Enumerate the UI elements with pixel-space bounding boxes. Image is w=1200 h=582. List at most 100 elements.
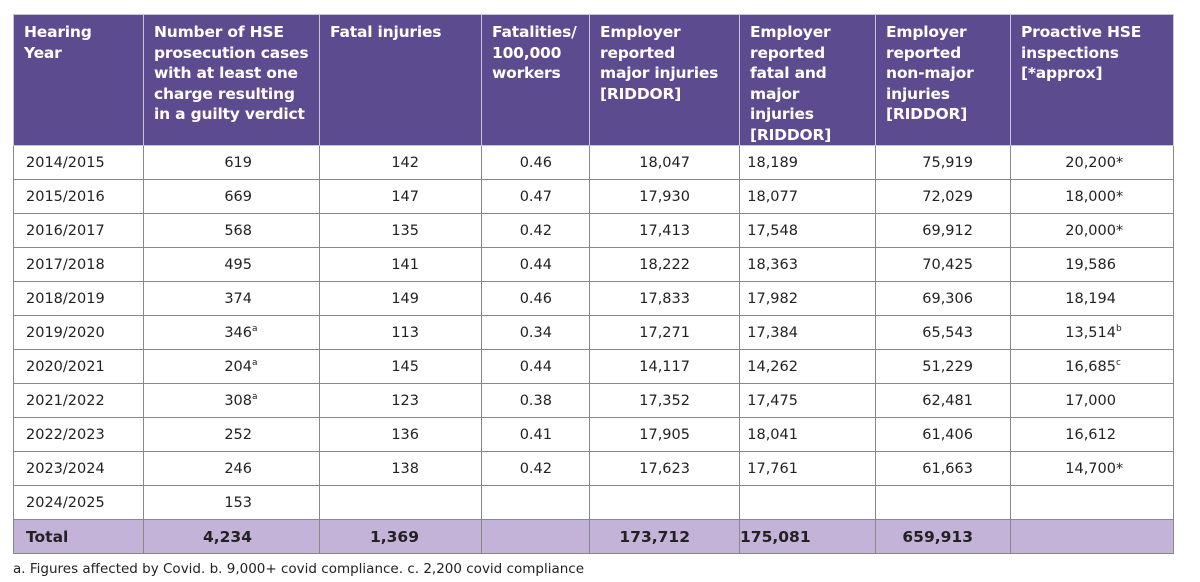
cell-value: 619 xyxy=(224,154,252,171)
cell-value: 0.44 xyxy=(519,358,552,375)
cell-value: 2018/2019 xyxy=(26,290,105,307)
year-cell: 2023/2024 xyxy=(13,451,144,486)
cell-value: 18,189 xyxy=(747,154,798,171)
cell-value: 17,413 xyxy=(639,222,690,239)
col-header-inspections: Proactive HSE inspections [*approx] xyxy=(1010,14,1174,146)
col-header-fatal: Fatal injuries xyxy=(319,14,482,146)
col-header-rate: Fatalities/ 100,000 workers xyxy=(481,14,590,146)
year-cell: 2017/2018 xyxy=(13,247,144,282)
cell-value: 0.47 xyxy=(519,188,552,205)
year-cell: 2014/2015 xyxy=(13,145,144,180)
inspections-cell: 16,685c xyxy=(1010,349,1174,384)
cell-value: 153 xyxy=(224,494,252,511)
footnote: a. Figures affected by Covid. b. 9,000+ … xyxy=(13,561,585,577)
cases-cell: 153 xyxy=(143,485,320,520)
total-fatal-major: 175,081 xyxy=(739,519,876,554)
cell-value: 17,930 xyxy=(639,188,690,205)
non-major-cell: 75,919 xyxy=(875,145,1011,180)
cell-value: 18,222 xyxy=(639,256,690,273)
cell-value: 17,905 xyxy=(639,426,690,443)
cell-value: 18,077 xyxy=(747,188,798,205)
fatal-cell: 147 xyxy=(319,179,482,214)
cell-value: 0.46 xyxy=(519,290,552,307)
year-cell: 2019/2020 xyxy=(13,315,144,350)
non-major-cell: 69,912 xyxy=(875,213,1011,248)
total-fatal: 1,369 xyxy=(319,519,482,554)
non-major-cell: 65,543 xyxy=(875,315,1011,350)
non-major-cell: 61,406 xyxy=(875,417,1011,452)
cell-value: 246 xyxy=(224,460,252,477)
cell-value: 75,919 xyxy=(922,154,973,171)
non-major-cell: 72,029 xyxy=(875,179,1011,214)
inspections-cell: 17,000 xyxy=(1010,383,1174,418)
table-row: 2021/2022 308a 123 0.38 17,352 17,475 62,481 17… xyxy=(13,383,1174,418)
cell-value: 17,271 xyxy=(639,324,690,341)
cell-value: 17,623 xyxy=(639,460,690,477)
col-header-major: Employer reported major injuries [RIDDOR… xyxy=(589,14,740,146)
cell-value: 142 xyxy=(391,154,419,171)
inspections-cell: 13,514b xyxy=(1010,315,1174,350)
non-major-cell xyxy=(875,485,1011,520)
table-row: 2017/2018 495 141 0.44 18,222 18,363 70,425 19,… xyxy=(13,247,1174,282)
fatal-major-cell: 18,189 xyxy=(739,145,876,180)
major-cell xyxy=(589,485,740,520)
hse-statistics-table: Hearing Year Number of HSE prosecution c… xyxy=(13,14,1174,554)
cell-value: 2015/2016 xyxy=(26,188,105,205)
header-row: Hearing Year Number of HSE prosecution c… xyxy=(13,14,1174,146)
fatal-cell: 145 xyxy=(319,349,482,384)
major-cell: 17,271 xyxy=(589,315,740,350)
cell-value: 252 xyxy=(224,426,252,443)
cases-cell: 495 xyxy=(143,247,320,282)
total-rate xyxy=(481,519,590,554)
year-cell: 2018/2019 xyxy=(13,281,144,316)
cell-value: 65,543 xyxy=(922,324,973,341)
cell-value: 2024/2025 xyxy=(26,494,105,511)
cell-value: 0.42 xyxy=(519,222,552,239)
major-cell: 17,905 xyxy=(589,417,740,452)
cell-value: 0.42 xyxy=(519,460,552,477)
rate-cell: 0.34 xyxy=(481,315,590,350)
fatal-major-cell: 18,077 xyxy=(739,179,876,214)
fatal-major-cell: 17,384 xyxy=(739,315,876,350)
rate-cell: 0.46 xyxy=(481,145,590,180)
cell-value: 69,912 xyxy=(922,222,973,239)
table-row: 2014/2015 619 142 0.46 18,047 18,189 75,919 20,… xyxy=(13,145,1174,180)
cell-value: 18,047 xyxy=(639,154,690,171)
cell-value: 123 xyxy=(391,392,419,409)
cell-value: 147 xyxy=(391,188,419,205)
year-cell: 2022/2023 xyxy=(13,417,144,452)
cell-value: 2020/2021 xyxy=(26,358,105,375)
cell-value: 17,833 xyxy=(639,290,690,307)
cell-value: 17,982 xyxy=(747,290,798,307)
fatal-major-cell: 18,363 xyxy=(739,247,876,282)
inspections-cell: 14,700* xyxy=(1010,451,1174,486)
col-header-non-major: Employer reported non-major injuries [RI… xyxy=(875,14,1011,146)
major-cell: 17,352 xyxy=(589,383,740,418)
fatal-major-cell xyxy=(739,485,876,520)
cell-value: 18,041 xyxy=(747,426,798,443)
cases-cell: 619 xyxy=(143,145,320,180)
rate-cell xyxy=(481,485,590,520)
col-header-fatal-major: Employer reported fatal and major injuri… xyxy=(739,14,876,146)
non-major-cell: 61,663 xyxy=(875,451,1011,486)
fatal-cell: 138 xyxy=(319,451,482,486)
cell-value: 141 xyxy=(391,256,419,273)
inspections-cell: 18,194 xyxy=(1010,281,1174,316)
cell-value: 495 xyxy=(224,256,252,273)
cell-value: 17,000 xyxy=(1065,392,1116,409)
cases-cell: 669 xyxy=(143,179,320,214)
total-cases: 4,234 xyxy=(143,519,320,554)
approx-marker: * xyxy=(1116,461,1124,477)
year-cell: 2015/2016 xyxy=(13,179,144,214)
cases-cell: 346a xyxy=(143,315,320,350)
fatal-cell xyxy=(319,485,482,520)
major-cell: 18,047 xyxy=(589,145,740,180)
cell-value: 14,117 xyxy=(639,358,690,375)
fatal-cell: 141 xyxy=(319,247,482,282)
cell-value: 2014/2015 xyxy=(26,154,105,171)
year-cell: 2021/2022 xyxy=(13,383,144,418)
approx-marker: * xyxy=(1116,189,1124,205)
non-major-cell: 69,306 xyxy=(875,281,1011,316)
fatal-major-cell: 14,262 xyxy=(739,349,876,384)
rate-cell: 0.41 xyxy=(481,417,590,452)
